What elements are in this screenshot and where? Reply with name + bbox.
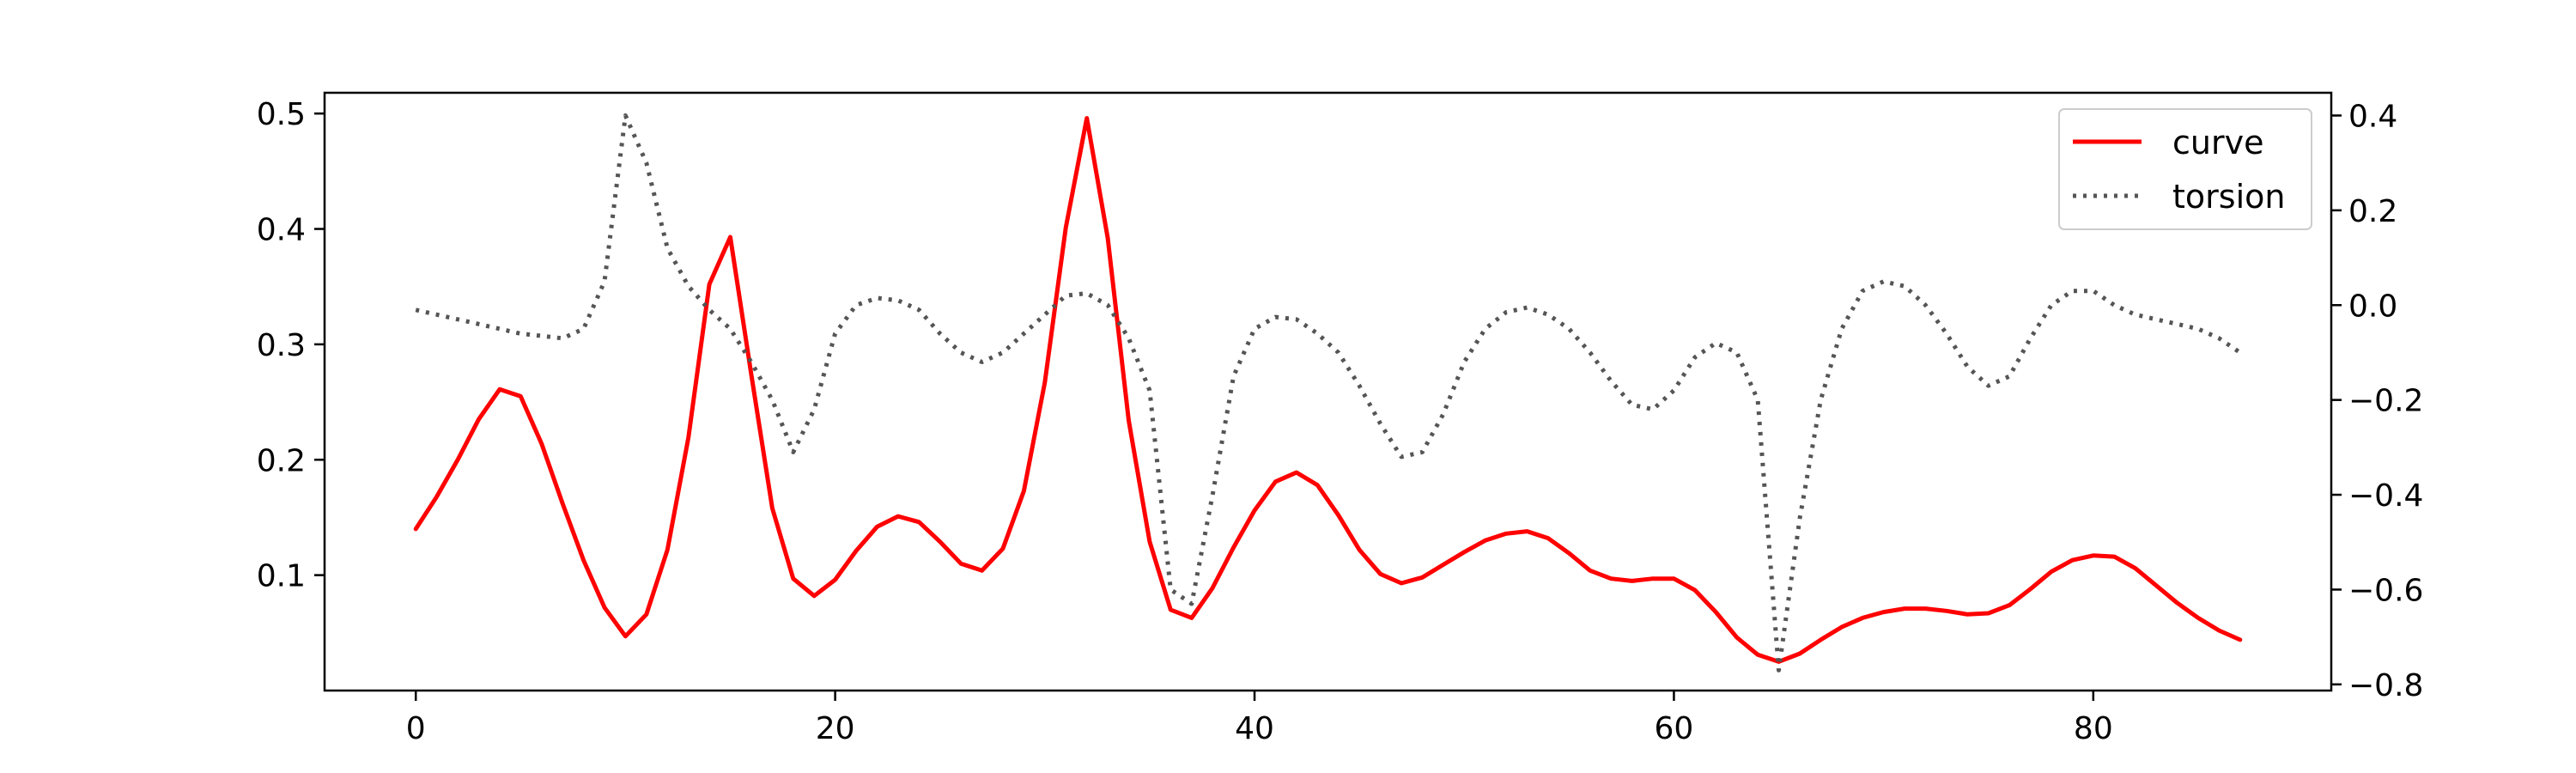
y-right-tick-label: −0.8 [2348,668,2423,703]
y-left-tick-label: 0.1 [257,559,306,594]
series-line-curve [413,116,2243,664]
y-left-tick-label: 0.2 [257,443,306,478]
y-right-tick-label: 0.2 [2348,194,2397,229]
legend-label-curve: curve [2172,124,2263,161]
y-right-tick-label: 0.0 [2348,289,2397,324]
y-right-tick-label: 0.4 [2348,99,2397,134]
x-tick-label: 80 [2074,711,2113,746]
y-left-tick-label: 0.4 [257,213,306,248]
legend: curve torsion [2058,108,2312,230]
y-right-tick-label: −0.6 [2348,573,2423,608]
axes-frame [323,91,2333,692]
y-left-tick-label: 0.3 [257,328,306,363]
axes: 0 20 40 60 80 0.1 0.2 0.3 0.4 0.5 0.4 0.2 0.0 −0.2 −0.… [257,91,2423,746]
y-right-tick-label: −0.2 [2348,384,2423,419]
legend-label-torsion: torsion [2172,178,2285,216]
x-tick-label: 40 [1235,711,1274,746]
y-left-tick-label: 0.5 [257,97,306,132]
x-tick-label: 60 [1655,711,1694,746]
plot-area [413,113,2243,673]
legend-frame [2058,108,2312,230]
x-tick-label: 0 [406,711,426,746]
x-tick-label: 20 [816,711,855,746]
y-right-tick-label: −0.4 [2348,478,2423,514]
series-line-torsion [415,113,2242,673]
